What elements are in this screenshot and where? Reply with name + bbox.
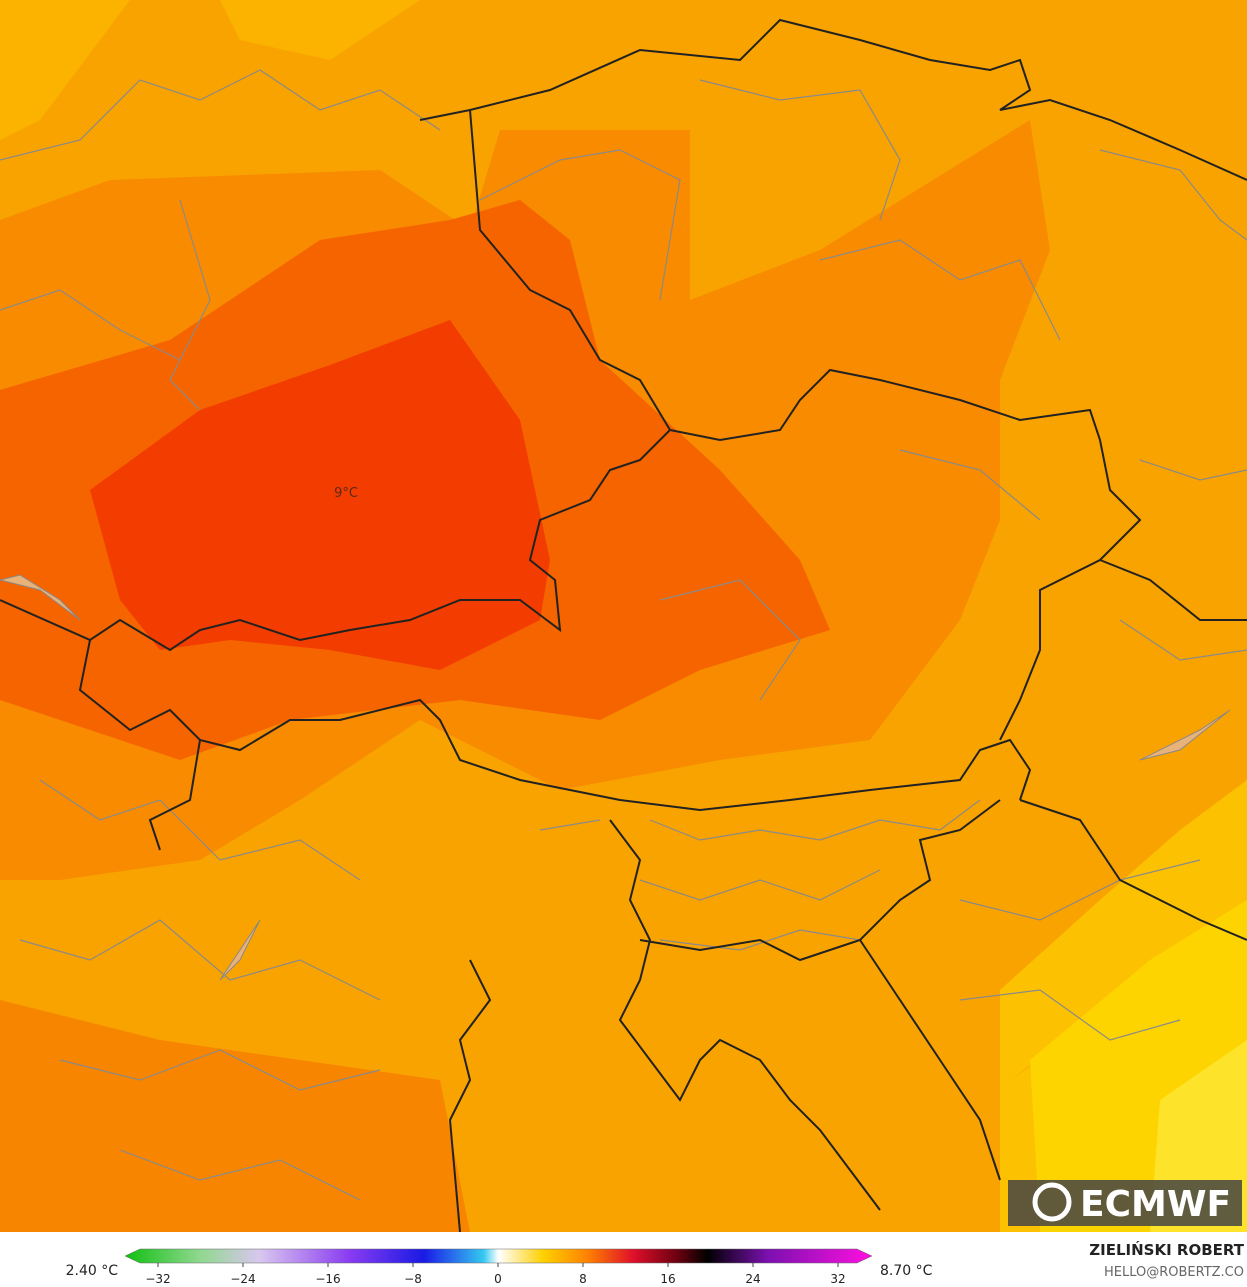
colorbar-tick-label: −8 xyxy=(404,1272,422,1286)
map: 9°C ECMWF xyxy=(0,0,1247,1233)
colorbar: 2.40 °C 8.70 °C −32 −24 −16 −8 0 8 16 24 32 xyxy=(66,1248,933,1286)
contact: HELLO@ROBERTZ.CO xyxy=(1104,1265,1244,1280)
min-value: 2.40 °C xyxy=(66,1263,119,1279)
logo: ECMWF xyxy=(1008,1180,1242,1226)
author: ZIELIŃSKI ROBERT xyxy=(1089,1240,1244,1259)
colorbar-tick-label: 8 xyxy=(579,1272,587,1286)
colorbar-tick-label: −16 xyxy=(315,1272,340,1286)
isotherm-label: 9°C xyxy=(334,486,358,501)
colorbar-tick-label: 0 xyxy=(494,1272,502,1286)
colorbar-tick-label: −32 xyxy=(145,1272,170,1286)
colorbar-tick-label: 16 xyxy=(660,1272,675,1286)
colorbar-tick-label: −24 xyxy=(230,1272,255,1286)
colorbar-tick-label: 24 xyxy=(745,1272,760,1286)
colorbar-tick-label: 32 xyxy=(830,1272,845,1286)
logo-text: ECMWF xyxy=(1080,1184,1231,1225)
max-value: 8.70 °C xyxy=(880,1263,933,1279)
